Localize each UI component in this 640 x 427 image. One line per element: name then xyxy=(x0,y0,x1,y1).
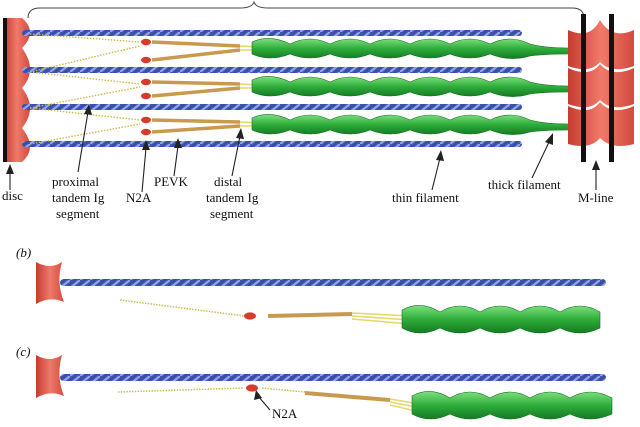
thin-filament-c xyxy=(60,374,606,381)
thick-filaments xyxy=(251,38,571,135)
n2a-bead-b xyxy=(244,312,256,320)
proximal-ig-c xyxy=(117,387,245,393)
label-pevk: PEVK xyxy=(154,174,189,189)
m-line xyxy=(568,14,634,162)
label-proximal-3: segment xyxy=(56,206,100,221)
label-distal-3: segment xyxy=(210,206,254,221)
label-disc: disc xyxy=(2,188,23,203)
thick-filament-c xyxy=(411,391,613,420)
pevk-c xyxy=(304,391,391,402)
panel-c: (c) N2A xyxy=(16,344,613,421)
label-m-line: M-line xyxy=(578,190,614,205)
pevk-b xyxy=(267,312,353,318)
z-disc-c xyxy=(36,355,64,398)
label-panel-c: (c) xyxy=(16,344,30,359)
panel-b: (b) xyxy=(16,245,606,334)
top-brace xyxy=(27,0,585,19)
label-proximal-1: proximal xyxy=(52,174,99,189)
label-distal-2: tandem Ig xyxy=(206,190,259,205)
label-thick-filament: thick filament xyxy=(488,177,561,192)
panel-a xyxy=(3,14,634,162)
thin-filament-b xyxy=(60,279,606,286)
proximal-ig-b xyxy=(119,299,246,317)
label-thin-filament: thin filament xyxy=(392,190,459,205)
n2a-beads xyxy=(141,38,151,136)
label-distal-1: distal xyxy=(214,174,243,189)
thick-filament-b xyxy=(401,305,601,334)
titin-rods-b xyxy=(351,312,411,325)
label-n2a-c: N2A xyxy=(272,406,298,421)
label-proximal-2: tandem Ig xyxy=(52,190,105,205)
n2a-bead-c xyxy=(246,384,258,392)
label-n2a: N2A xyxy=(126,190,152,205)
label-panel-b: (b) xyxy=(16,245,31,260)
z-disc xyxy=(4,18,30,162)
panel-a-annotations: disc proximal tandem Ig segment N2A PEVK… xyxy=(2,104,614,221)
pevk-segments xyxy=(151,40,241,134)
z-disc-b xyxy=(36,262,64,304)
